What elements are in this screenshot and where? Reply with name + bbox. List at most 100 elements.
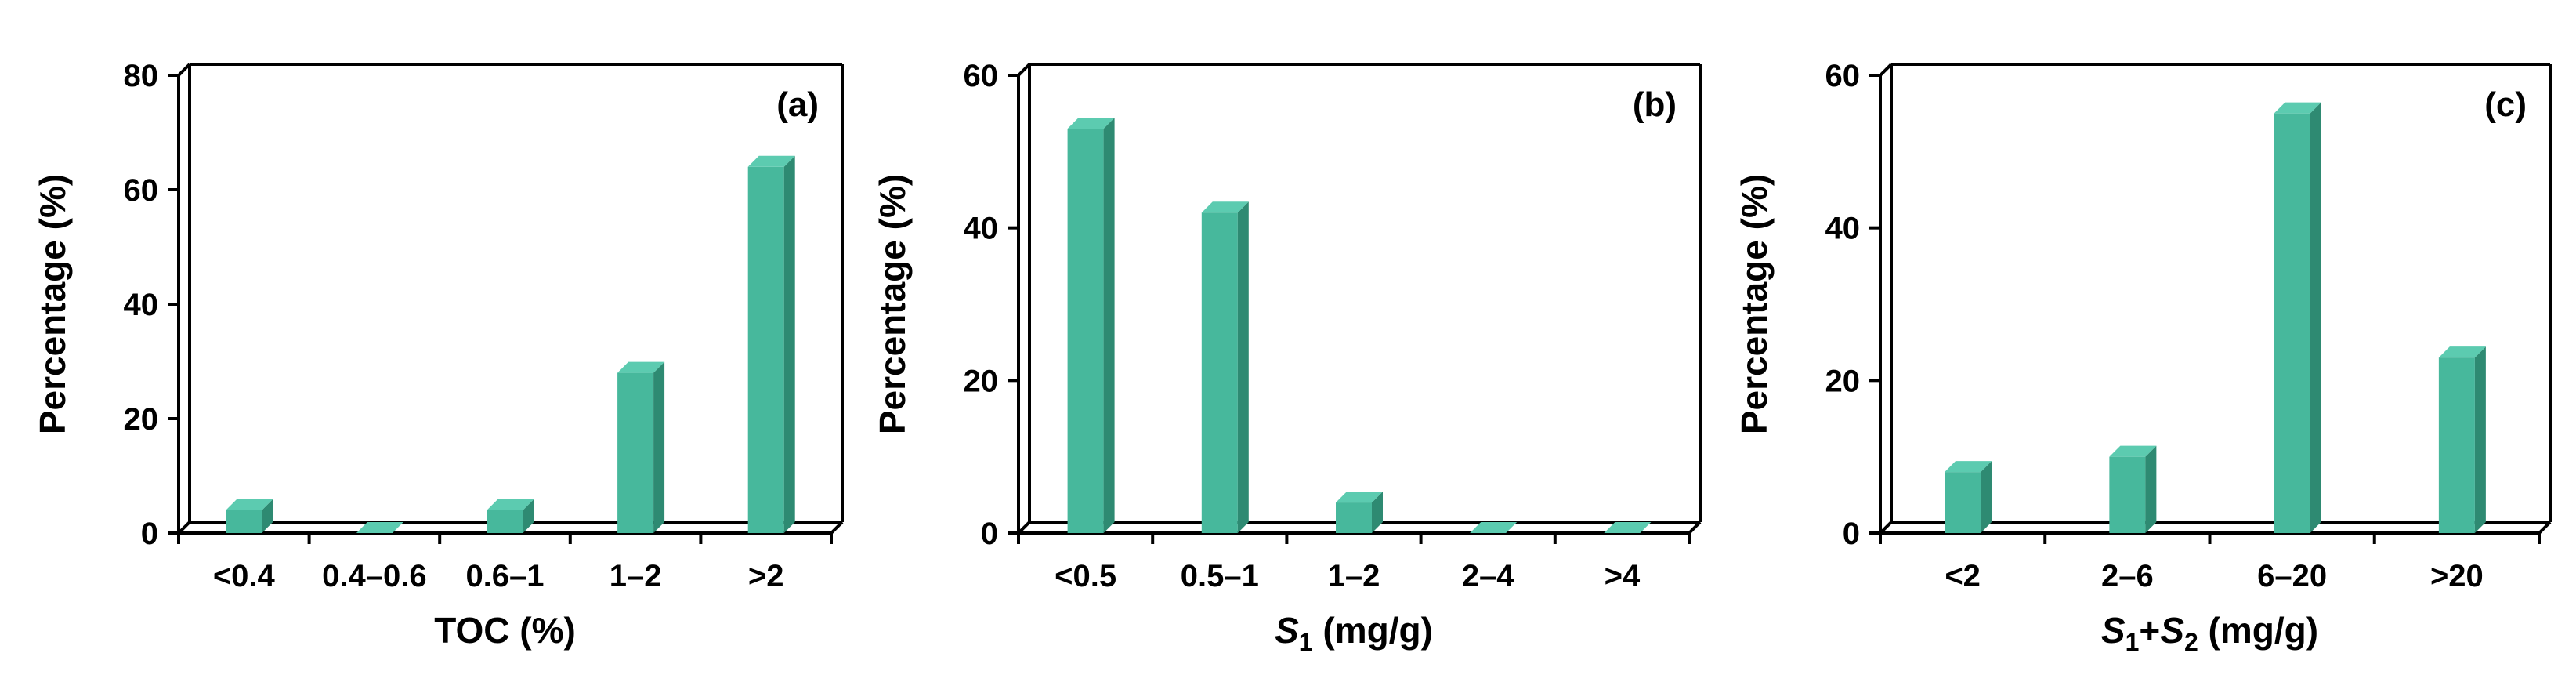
floor-left-edge [1879,521,1893,535]
bar-front [487,510,523,533]
bar [2438,346,2486,533]
bar [617,361,665,533]
frame-corner-top [1879,63,1893,77]
y-axis-title: Percentage (%) [872,174,913,434]
floor-left-edge [1017,521,1031,535]
x-axis-title-part: S [2160,610,2184,651]
bar-front [617,372,654,533]
x-axis-title: TOC (%) [434,610,576,651]
bar-top [1067,118,1115,129]
bar-top [617,361,665,373]
y-tick-label: 40 [1825,212,1861,246]
bar-front [1945,472,1981,533]
y-tick-label: 40 [964,212,999,246]
x-axis-title: S1+S2 (mg/g) [2101,610,2318,656]
bar-front [747,166,784,534]
x-tick-label: 2–6 [2101,559,2154,593]
bar-front [1336,502,1372,533]
frame-corner-top [177,63,191,77]
x-tick-label: <2 [1945,559,1981,593]
bar [1336,492,1383,533]
frame-corner-top [1017,63,1031,77]
x-axis-title-part: TOC (%) [434,610,576,651]
chart-panel: 0 20 40 60 <0.5 0.5–1 1–2 2–4 >4 (b) Percentage (%… [872,59,1702,656]
bar-side [523,499,534,533]
bar-top [1201,201,1249,213]
x-tick-label: 0.4–0.6 [322,559,426,593]
bar-side [2145,445,2157,533]
bar-side [783,155,795,534]
floor-right-edge [1688,521,1702,535]
bar-side [653,361,665,533]
bar-front [1067,129,1104,534]
bar [1945,461,1992,533]
bar [2109,445,2157,533]
chart-panel: 0 20 40 60 <2 2–6 6–20 >20 (c) Percentage (%) S1+S… [1734,59,2552,656]
x-tick-label: <0.5 [1055,559,1116,593]
bar-top [2274,102,2321,114]
bar [356,522,403,533]
bar-front [2274,113,2310,533]
bar [1201,201,1249,533]
bar-top [2438,346,2486,358]
bar-top [356,522,403,533]
x-axis-title-part: (mg/g) [1313,610,1433,651]
panel-label: (a) [776,85,819,124]
bar [226,499,273,533]
bar-top [1604,522,1652,533]
y-tick-label: 20 [964,364,999,398]
bar-top [2109,445,2157,457]
bar-front [226,510,262,533]
x-tick-label: >20 [2430,559,2484,593]
x-axis-title-part: 1 [2126,628,2140,656]
x-tick-label: 1–2 [1328,559,1380,593]
floor-left-edge [177,521,191,535]
bar-top [226,499,273,510]
y-axis-title: Percentage (%) [32,174,73,434]
bar-top [747,155,795,167]
x-axis-title-part: 2 [2184,628,2198,656]
bar-side [1237,201,1249,533]
bar [1067,118,1115,534]
panel-label: (c) [2484,85,2527,124]
y-tick-label: 80 [124,59,159,93]
x-tick-label: 0.5–1 [1181,559,1259,593]
bar [1470,522,1518,533]
y-tick-label: 0 [1843,517,1860,551]
y-tick-label: 0 [141,517,158,551]
bar [747,155,795,534]
x-tick-label: >4 [1605,559,1641,593]
bar-top [1336,492,1383,503]
bar-top [487,499,534,510]
x-tick-label: <0.4 [213,559,276,593]
floor-right-edge [2538,521,2552,535]
bar-side [2474,346,2486,533]
y-tick-label: 20 [124,402,159,437]
bar-side [1981,461,1992,533]
x-axis-title: S1 (mg/g) [1275,610,1433,656]
y-tick-label: 0 [981,517,998,551]
y-tick-label: 60 [124,173,159,208]
bar-top [1945,461,1992,473]
bar-side [1372,492,1383,533]
x-tick-label: >2 [748,559,784,593]
x-axis-title-part: 1 [1299,628,1313,656]
y-tick-label: 60 [1825,59,1861,93]
bar [487,499,534,533]
x-axis-title-part: + [2139,610,2160,651]
x-tick-label: 6–20 [2257,559,2327,593]
y-tick-label: 40 [124,288,159,322]
y-axis-title: Percentage (%) [1734,174,1775,434]
bar-top [1470,522,1518,533]
floor-right-edge [830,521,844,535]
bar [2274,102,2321,533]
bar-front [2438,357,2475,533]
bar-side [1103,118,1115,534]
y-tick-label: 20 [1825,364,1861,398]
bar-side [262,499,273,533]
x-tick-label: 1–2 [610,559,662,593]
x-axis-title-part: (mg/g) [2198,610,2318,651]
bar-front [2109,456,2146,533]
